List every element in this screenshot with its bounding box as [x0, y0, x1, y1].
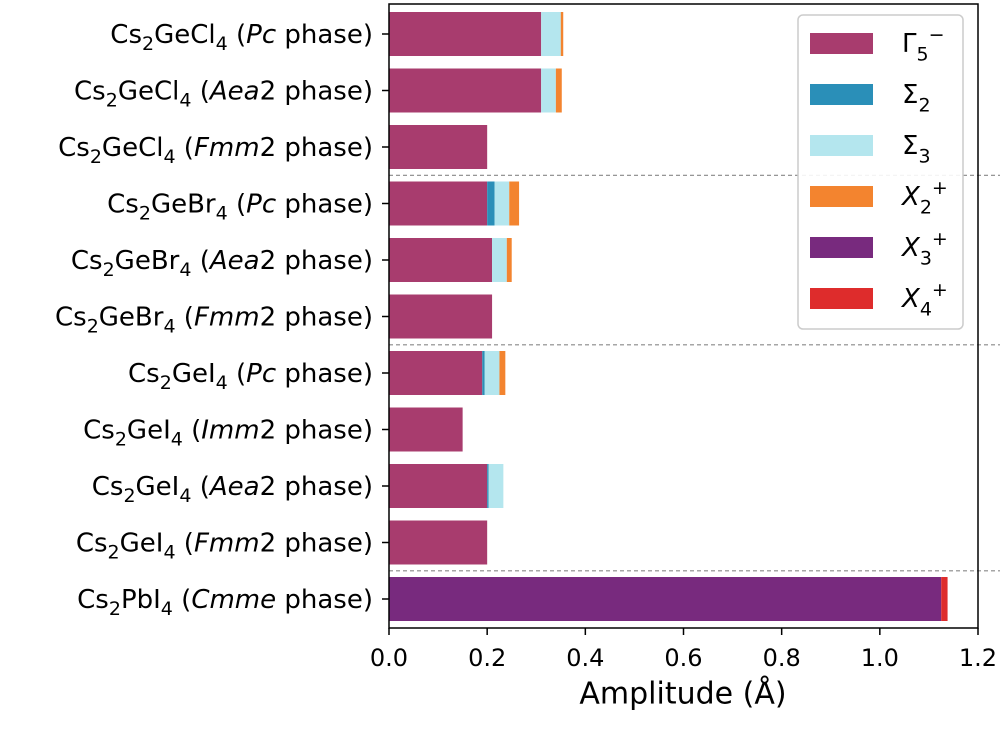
bars	[389, 12, 948, 621]
category-label: Cs2GeI4 (Aea2 phase)	[92, 472, 373, 507]
bar-segment	[389, 181, 488, 226]
category-label: Cs2PbI4 (Cmme phase)	[77, 585, 373, 620]
bar-segment	[941, 577, 948, 621]
bar-segment	[506, 238, 512, 282]
legend-swatch	[810, 84, 873, 105]
legend-label: Σ2	[902, 80, 931, 116]
bar-segment	[389, 238, 493, 282]
legend-swatch	[810, 135, 873, 156]
legend-swatch	[810, 186, 873, 207]
bar-segment	[389, 294, 493, 339]
bar-segment	[499, 351, 506, 395]
bar-segment	[484, 351, 500, 395]
bar-segment	[488, 464, 504, 508]
category-label: Cs2GeCl4 (Fmm2 phase)	[58, 133, 373, 168]
x-axis: 0.0 0.2 0.4 0.6 0.8 1.0 1.2	[370, 628, 997, 672]
bar-segment	[389, 12, 542, 56]
legend: Γ5− Σ2 Σ3 X2+ X3+ X4+	[797, 14, 964, 330]
bar-segment	[482, 351, 485, 395]
bar-segment	[509, 181, 520, 226]
bar-segment	[541, 12, 561, 56]
legend-label: X2+	[900, 177, 948, 218]
bar-segment	[487, 464, 489, 508]
legend-label: X3+	[900, 228, 948, 269]
x-tick-label: 1.2	[959, 644, 997, 672]
y-axis: Cs2GeCl4 (Pc phase) Cs2GeCl4 (Aea2 phase)…	[55, 20, 389, 620]
category-label: Cs2GeI4 (Fmm2 phase)	[76, 529, 373, 564]
legend-label: Γ5−	[902, 24, 945, 65]
bar-segment	[492, 238, 507, 282]
bar-segment	[389, 520, 488, 565]
bar-segment	[541, 68, 556, 113]
category-label: Cs2GeI4 (Imm2 phase)	[83, 416, 373, 451]
bar-segment	[389, 68, 542, 113]
bar-segment	[560, 12, 564, 56]
category-label: Cs2GeCl4 (Aea2 phase)	[74, 77, 373, 112]
group-separators	[389, 174, 1000, 572]
x-tick-label: 0.0	[370, 644, 408, 672]
x-tick-label: 0.4	[566, 644, 604, 672]
legend-label: X4+	[900, 279, 948, 320]
bar-segment	[389, 351, 483, 395]
bar-segment	[389, 577, 942, 621]
category-label: Cs2GeBr4 (Fmm2 phase)	[55, 303, 373, 338]
category-label: Cs2GeI4 (Pc phase)	[128, 359, 373, 394]
category-label: Cs2GeBr4 (Aea2 phase)	[71, 246, 373, 281]
legend-swatch	[810, 237, 873, 258]
x-tick-label: 0.6	[664, 644, 702, 672]
legend-label: Σ3	[902, 131, 931, 167]
bar-segment	[389, 464, 488, 508]
x-axis-title: Amplitude (Å)	[579, 676, 786, 712]
bar-segment	[389, 125, 488, 169]
bar-segment	[555, 68, 562, 113]
category-label: Cs2GeBr4 (Pc phase)	[107, 190, 373, 225]
x-tick-label: 0.2	[468, 644, 506, 672]
bar-segment	[487, 181, 495, 226]
legend-swatch	[810, 288, 873, 309]
bar-segment	[494, 181, 510, 226]
bar-segment	[389, 407, 463, 452]
x-tick-label: 1.0	[861, 644, 899, 672]
legend-swatch	[810, 33, 873, 54]
category-label: Cs2GeCl4 (Pc phase)	[110, 20, 373, 55]
x-tick-label: 0.8	[763, 644, 801, 672]
